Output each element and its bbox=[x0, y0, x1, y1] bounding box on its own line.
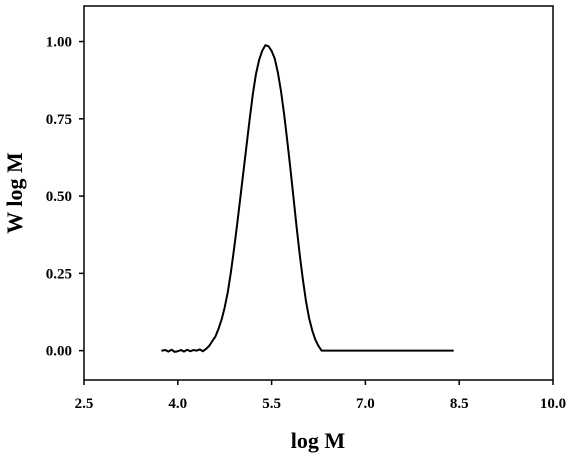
y-axis-title: W log M bbox=[2, 152, 27, 234]
x-axis-title: log M bbox=[291, 428, 346, 453]
series-line bbox=[161, 44, 454, 353]
y-tick-label: 1.00 bbox=[46, 35, 72, 51]
y-tick-label: 0.75 bbox=[46, 112, 72, 128]
x-axis-ticks: 2.5 4.0 5.5 7.0 8.5 10.0 bbox=[75, 380, 566, 412]
y-tick-label: 0.50 bbox=[46, 189, 72, 205]
x-tick-label: 8.5 bbox=[450, 396, 469, 412]
y-tick-label: 0.25 bbox=[46, 266, 72, 282]
x-tick-label: 5.5 bbox=[262, 396, 281, 412]
plot-frame bbox=[83, 5, 554, 381]
x-tick-label: 10.0 bbox=[540, 396, 566, 412]
y-tick-label: 0.00 bbox=[46, 344, 72, 360]
x-tick-label: 2.5 bbox=[75, 396, 94, 412]
x-tick-label: 7.0 bbox=[356, 396, 375, 412]
y-axis-ticks: 0.00 0.25 0.50 0.75 1.00 bbox=[46, 35, 84, 360]
x-tick-label: 4.0 bbox=[168, 396, 187, 412]
